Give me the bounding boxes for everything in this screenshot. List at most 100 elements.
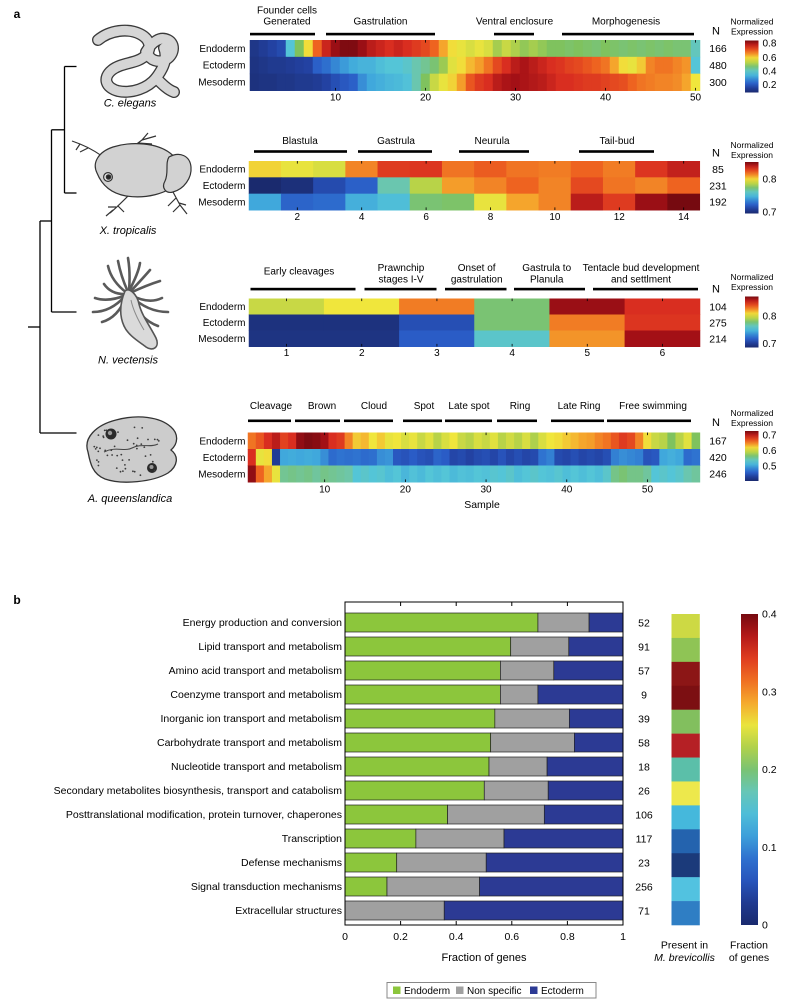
svg-text:Normalized: Normalized bbox=[731, 408, 774, 418]
svg-text:85: 85 bbox=[712, 164, 724, 176]
svg-text:Nucleotide transport and metab: Nucleotide transport and metabolism bbox=[171, 761, 342, 773]
svg-text:6: 6 bbox=[660, 348, 666, 359]
svg-text:Ectoderm: Ectoderm bbox=[541, 986, 584, 997]
svg-text:4: 4 bbox=[509, 348, 515, 359]
svg-text:2: 2 bbox=[295, 212, 301, 223]
svg-text:Transcription: Transcription bbox=[282, 833, 342, 845]
svg-text:Spot: Spot bbox=[414, 401, 435, 412]
svg-text:480: 480 bbox=[709, 60, 727, 72]
svg-text:Gastrula to: Gastrula to bbox=[522, 263, 571, 274]
svg-text:91: 91 bbox=[638, 641, 650, 653]
svg-text:Onset of: Onset of bbox=[458, 263, 496, 274]
svg-text:Neurula: Neurula bbox=[474, 136, 509, 147]
svg-text:N: N bbox=[712, 26, 720, 38]
svg-text:9: 9 bbox=[641, 689, 647, 701]
svg-text:Mesoderm: Mesoderm bbox=[198, 78, 245, 89]
svg-text:Late Ring: Late Ring bbox=[558, 401, 601, 412]
svg-text:Inorganic ion transport and me: Inorganic ion transport and metabolism bbox=[160, 713, 342, 725]
svg-text:Fraction of genes: Fraction of genes bbox=[442, 952, 527, 964]
svg-text:Gastrula: Gastrula bbox=[377, 136, 415, 147]
svg-text:0: 0 bbox=[342, 931, 348, 943]
svg-text:Ectoderm: Ectoderm bbox=[203, 453, 246, 464]
svg-text:0.4: 0.4 bbox=[763, 67, 777, 78]
svg-text:1: 1 bbox=[620, 931, 626, 943]
svg-text:20: 20 bbox=[400, 485, 412, 496]
svg-text:Blastula: Blastula bbox=[282, 136, 318, 147]
svg-text:Generated: Generated bbox=[263, 17, 310, 28]
svg-text:40: 40 bbox=[600, 93, 612, 104]
svg-text:X. tropicalis: X. tropicalis bbox=[99, 225, 157, 237]
svg-text:0.7: 0.7 bbox=[763, 339, 777, 350]
svg-text:117: 117 bbox=[636, 833, 653, 845]
svg-text:0.2: 0.2 bbox=[762, 764, 777, 776]
svg-text:0.8: 0.8 bbox=[763, 39, 777, 50]
svg-text:N. vectensis: N. vectensis bbox=[98, 355, 158, 367]
svg-text:26: 26 bbox=[638, 785, 650, 797]
svg-text:23: 23 bbox=[638, 857, 650, 869]
svg-text:Endoderm: Endoderm bbox=[199, 436, 245, 447]
svg-text:Prawnchip: Prawnchip bbox=[378, 263, 425, 274]
svg-text:Endoderm: Endoderm bbox=[199, 165, 245, 176]
svg-text:N: N bbox=[712, 417, 720, 429]
svg-text:30: 30 bbox=[480, 485, 492, 496]
svg-text:Normalized: Normalized bbox=[731, 272, 774, 282]
svg-text:Late spot: Late spot bbox=[448, 401, 489, 412]
svg-text:8: 8 bbox=[488, 212, 494, 223]
svg-text:M. brevicollis: M. brevicollis bbox=[654, 952, 715, 964]
svg-text:Present in: Present in bbox=[661, 940, 708, 952]
svg-text:and settlment: and settlment bbox=[611, 275, 671, 286]
svg-text:0.8: 0.8 bbox=[560, 931, 575, 943]
svg-text:N: N bbox=[712, 284, 720, 296]
svg-text:a: a bbox=[14, 7, 21, 21]
svg-text:Ventral enclosure: Ventral enclosure bbox=[476, 17, 554, 28]
svg-text:39: 39 bbox=[638, 713, 650, 725]
svg-text:50: 50 bbox=[642, 485, 654, 496]
svg-text:256: 256 bbox=[635, 881, 653, 893]
svg-text:b: b bbox=[13, 593, 20, 607]
svg-text:Morphogenesis: Morphogenesis bbox=[592, 17, 660, 28]
svg-text:Expression: Expression bbox=[731, 282, 773, 292]
svg-text:Normalized: Normalized bbox=[731, 140, 774, 150]
svg-text:167: 167 bbox=[709, 436, 727, 448]
svg-text:3: 3 bbox=[434, 348, 440, 359]
svg-text:Early cleavages: Early cleavages bbox=[264, 267, 335, 278]
svg-text:Non specific: Non specific bbox=[467, 986, 521, 997]
svg-text:0.3: 0.3 bbox=[762, 686, 777, 698]
svg-text:Ectoderm: Ectoderm bbox=[203, 181, 246, 192]
svg-text:231: 231 bbox=[709, 180, 727, 192]
svg-text:10: 10 bbox=[319, 485, 331, 496]
svg-text:Energy production and conversi: Energy production and conversion bbox=[183, 617, 343, 629]
svg-text:Ring: Ring bbox=[510, 401, 531, 412]
svg-text:Defense mechanisms: Defense mechanisms bbox=[241, 857, 342, 869]
svg-text:Cleavage: Cleavage bbox=[250, 401, 293, 412]
svg-text:Extracellular structures: Extracellular structures bbox=[235, 905, 342, 917]
svg-text:A. queenslandica: A. queenslandica bbox=[87, 493, 172, 505]
svg-text:71: 71 bbox=[638, 905, 650, 917]
svg-text:0.5: 0.5 bbox=[763, 462, 777, 473]
svg-text:0.2: 0.2 bbox=[763, 80, 777, 91]
svg-text:0.1: 0.1 bbox=[762, 842, 777, 854]
svg-text:166: 166 bbox=[709, 43, 727, 55]
svg-text:Amino acid transport and metab: Amino acid transport and metabolism bbox=[169, 665, 343, 677]
svg-text:Carbohydrate transport and met: Carbohydrate transport and metabolism bbox=[157, 737, 342, 749]
svg-text:246: 246 bbox=[709, 469, 727, 481]
svg-text:18: 18 bbox=[638, 761, 650, 773]
svg-text:4: 4 bbox=[359, 212, 365, 223]
svg-text:192: 192 bbox=[709, 197, 727, 209]
svg-text:Mesoderm: Mesoderm bbox=[198, 334, 245, 345]
svg-text:104: 104 bbox=[709, 301, 727, 313]
svg-text:58: 58 bbox=[638, 737, 650, 749]
svg-text:0.8: 0.8 bbox=[763, 312, 777, 323]
svg-text:Ectoderm: Ectoderm bbox=[203, 61, 246, 72]
svg-text:0.6: 0.6 bbox=[763, 446, 777, 457]
svg-text:Lipid transport and metabolism: Lipid transport and metabolism bbox=[198, 641, 342, 653]
svg-text:0.6: 0.6 bbox=[504, 931, 519, 943]
svg-text:Free swimming: Free swimming bbox=[619, 401, 687, 412]
svg-text:Fraction: Fraction bbox=[730, 940, 768, 952]
svg-text:Founder cells: Founder cells bbox=[257, 6, 317, 17]
svg-text:Endoderm: Endoderm bbox=[199, 302, 245, 313]
svg-text:0.4: 0.4 bbox=[762, 609, 777, 621]
svg-text:52: 52 bbox=[638, 617, 650, 629]
svg-text:Tentacle bud development: Tentacle bud development bbox=[583, 263, 700, 274]
svg-text:20: 20 bbox=[420, 93, 432, 104]
